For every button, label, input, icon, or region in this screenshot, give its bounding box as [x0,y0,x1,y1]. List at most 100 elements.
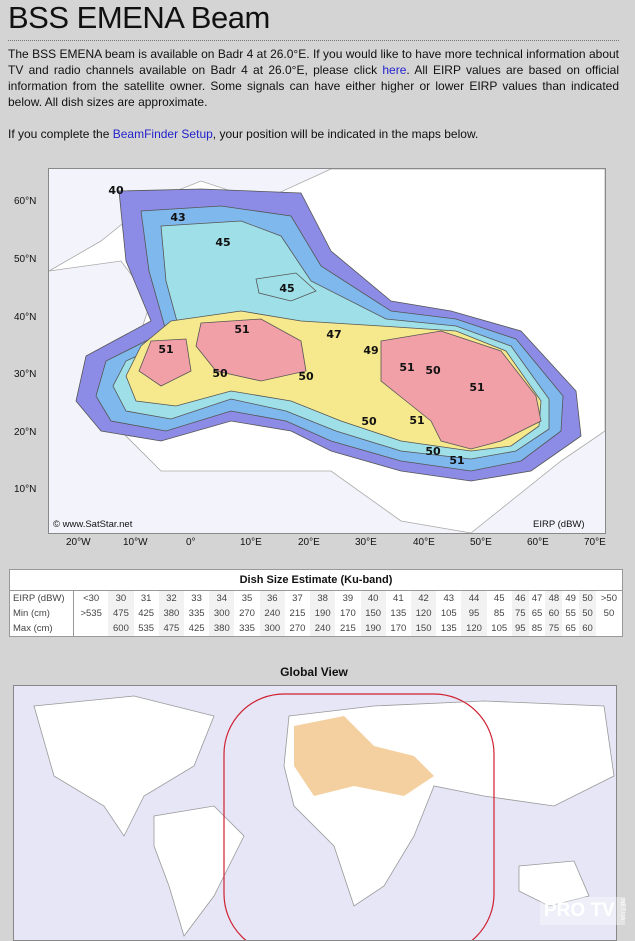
global-view-map [13,685,617,941]
table-cell: 215 [339,623,356,634]
table-cell: 40 [360,590,386,606]
beam-footprint [294,716,434,796]
lat-label: 40°N [14,312,37,323]
visibility-outline [223,693,495,940]
lon-label: 20°E [298,537,320,548]
table-cell: 32 [158,590,184,606]
table-cell: 150 [360,606,386,621]
global-map-svg [33,693,615,940]
contour-label: 50 [425,445,441,458]
table-cell: 65 [565,623,576,634]
here-link[interactable]: here [382,63,407,77]
table-cell: 75 [511,606,529,621]
lon-label: 50°E [470,537,492,548]
table-cell: 44 [461,590,487,606]
table-cell: 60 [579,621,596,637]
table-cell: 215 [289,608,306,619]
table-cell: 105 [440,608,457,619]
contour-label: 51 [409,414,424,427]
contour-label: 45 [279,282,294,295]
lat-label: 10°N [14,484,37,495]
lat-label: 60°N [14,196,37,207]
lon-label: 70°E [584,537,606,548]
watermark-sub: NET.UA [619,899,625,921]
lat-label: 20°N [14,427,37,438]
row-label: Max (cm) [9,621,74,637]
global-view-title: Global View [280,665,348,679]
table-cell: 85 [493,608,505,619]
table-cell: 30 [108,590,134,606]
table-cell: 535 [138,623,155,634]
table-cell: 135 [440,623,457,634]
contour-label: 40 [108,184,124,197]
table-cell: 60 [545,606,563,621]
intro-text: The BSS EMENA beam is available on Badr … [8,47,619,77]
lon-label: 20°W [66,537,91,548]
lon-label: 30°E [355,537,377,548]
table-cell: 335 [239,623,255,634]
contour-label: 50 [425,364,441,377]
table-cell: 55 [565,608,576,619]
page-title: BSS EMENA Beam [8,0,270,35]
table-cell: 41 [393,593,404,604]
table-cell: 43 [443,593,455,604]
table-cell: 270 [239,608,255,619]
intro-text-2: . All EIRP values are based on official … [8,63,619,109]
lat-label: 50°N [14,254,37,265]
dish-table-row: Min (cm) >535 475 425 380 335 300 270 240 215 190 1… [9,606,623,621]
contour-label: 51 [158,343,173,356]
table-cell: 42 [410,590,437,606]
contour-label: 50 [298,370,314,383]
contour-label: 50 [361,415,377,428]
contour-label: 45 [215,236,230,249]
table-cell: 39 [342,593,354,604]
table-cell: 425 [138,608,155,619]
table-cell: 425 [188,623,205,634]
table-cell: 300 [259,621,285,637]
contour-label: 51 [469,381,484,394]
dish-size-table: Dish Size Estimate (Ku-band) EIRP (dBW) <… [9,569,623,637]
table-cell: 190 [360,621,386,637]
watermark-logo: PRO TV [544,900,615,921]
table-cell: 45 [493,593,505,604]
table-cell: 475 [158,621,184,637]
row-label: EIRP (dBW) [9,590,74,606]
table-cell: 190 [310,606,336,621]
setup-text: If you complete the [8,127,113,141]
table-cell: 33 [191,593,202,604]
eirp-unit-label: EIRP (dBW) [533,519,585,530]
setup-paragraph: If you complete the BeamFinder Setup, yo… [8,126,619,142]
copyright-text: © www.SatStar.net [53,519,133,530]
table-cell: 37 [292,593,303,604]
row-label: Min (cm) [9,606,74,621]
table-cell: 240 [310,621,336,637]
table-cell: 475 [108,606,134,621]
lon-label: 40°E [413,537,435,548]
lon-label: 10°E [240,537,262,548]
beamfinder-setup-link[interactable]: BeamFinder Setup [112,127,213,141]
table-cell: >50 [600,593,617,604]
table-cell [596,621,623,637]
eirp-contours [75,188,582,482]
lat-label: 30°N [14,369,37,380]
table-cell: 75 [545,621,563,637]
table-cell: 85 [531,623,543,634]
table-cell: 270 [289,623,306,634]
protv-watermark: PRO TV NET.UA [540,897,625,925]
lon-label: 0° [186,537,196,548]
dish-table-row: Max (cm) 600 535 475 425 380 335 300 270 240 215 19… [9,621,623,637]
table-cell: <30 [83,593,100,604]
contour-label: 51 [449,454,464,467]
contour-label: 51 [399,361,414,374]
lon-label: 10°W [123,537,148,548]
table-cell: 50 [603,608,615,619]
beam-map-svg: 40 43 45 45 51 47 49 51 50 50 51 50 51 50 51 50 51 © www… [49,169,605,533]
table-cell: 170 [390,623,407,634]
contour-label: 50 [212,367,228,380]
table-cell: 35 [241,593,253,604]
table-cell: 36 [259,590,285,606]
table-cell: 31 [140,593,152,604]
table-cell: 49 [565,593,576,604]
contour-label: 51 [234,323,249,336]
table-cell: 600 [108,621,134,637]
